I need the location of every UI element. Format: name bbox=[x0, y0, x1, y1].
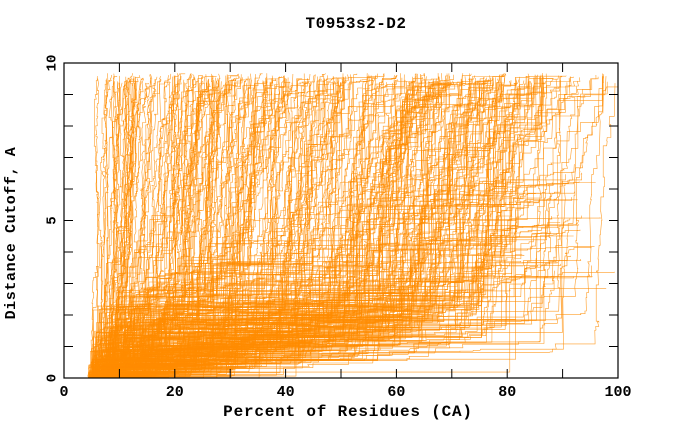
svg-text:0: 0 bbox=[45, 374, 61, 382]
svg-text:5: 5 bbox=[45, 216, 61, 224]
svg-text:0: 0 bbox=[59, 384, 68, 401]
svg-text:60: 60 bbox=[387, 384, 405, 401]
svg-text:10: 10 bbox=[45, 55, 61, 72]
svg-text:80: 80 bbox=[498, 384, 516, 401]
svg-text:20: 20 bbox=[166, 384, 184, 401]
svg-text:100: 100 bbox=[604, 384, 631, 401]
svg-text:40: 40 bbox=[277, 384, 295, 401]
